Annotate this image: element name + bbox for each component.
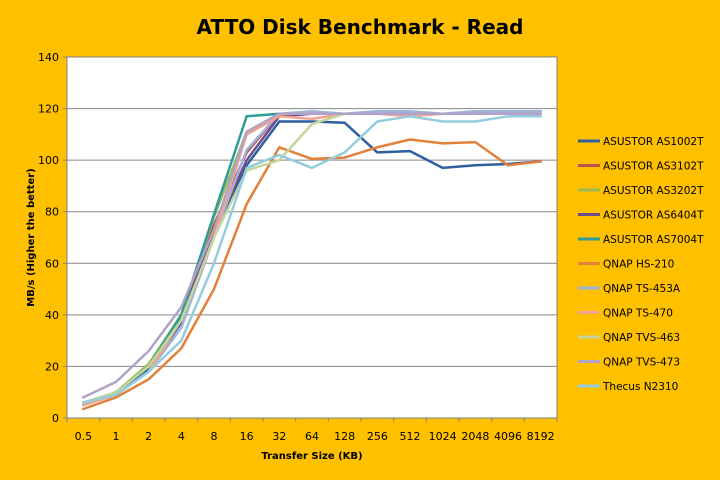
y-axis-title: MB/s (Higher the better) bbox=[26, 168, 37, 306]
x-tick-label: 4 bbox=[178, 430, 185, 443]
x-tick-label: 512 bbox=[400, 430, 421, 443]
x-tick-label: 0.5 bbox=[75, 430, 93, 443]
x-tick-label: 4096 bbox=[494, 430, 522, 443]
series-line bbox=[82, 115, 542, 404]
legend-label: QNAP HS-210 bbox=[603, 259, 674, 271]
legend-label: Thecus N2310 bbox=[602, 381, 678, 393]
series-line bbox=[82, 109, 542, 407]
x-tick-label: 32 bbox=[272, 430, 286, 443]
legend-label: ASUSTOR AS3102T bbox=[603, 161, 704, 173]
y-tick-label: 0 bbox=[52, 412, 59, 425]
legend-label: ASUSTOR AS6404T bbox=[603, 210, 704, 222]
series-lines bbox=[82, 109, 542, 411]
x-tick-label: 256 bbox=[367, 430, 388, 443]
y-tick-label: 140 bbox=[38, 51, 59, 64]
legend-label: ASUSTOR AS3202T bbox=[603, 185, 704, 197]
legend-label: QNAP TS-470 bbox=[603, 308, 673, 320]
chart-title: ATTO Disk Benchmark - Read bbox=[197, 15, 524, 39]
plot-area bbox=[66, 56, 558, 419]
legend-label: QNAP TVS-463 bbox=[603, 332, 680, 344]
x-axis-ticks: 0.5 1 2 4 8 16 32 64 128 256 512 1024 2048 4096 8192 bbox=[66, 418, 558, 443]
legend-label: QNAP TVS-473 bbox=[603, 357, 680, 369]
x-tick-label: 1024 bbox=[429, 430, 457, 443]
y-tick-label: 60 bbox=[45, 257, 59, 270]
x-axis-title: Transfer Size (KB) bbox=[261, 451, 362, 462]
x-tick-label: 2048 bbox=[461, 430, 489, 443]
x-tick-label: 1 bbox=[113, 430, 120, 443]
y-tick-label: 120 bbox=[38, 103, 59, 116]
x-tick-label: 128 bbox=[334, 430, 355, 443]
series-line bbox=[82, 138, 542, 411]
legend-label: ASUSTOR AS7004T bbox=[603, 234, 704, 246]
x-tick-label: 64 bbox=[305, 430, 319, 443]
legend-label: QNAP TS-453A bbox=[603, 283, 681, 295]
y-tick-label: 80 bbox=[45, 206, 59, 219]
x-tick-label: 16 bbox=[240, 430, 254, 443]
legend: ASUSTOR AS1002T ASUSTOR AS3102T ASUSTOR AS… bbox=[578, 136, 704, 393]
legend-label: ASUSTOR AS1002T bbox=[603, 136, 704, 148]
y-tick-label: 20 bbox=[45, 360, 59, 373]
x-tick-label: 2 bbox=[145, 430, 152, 443]
series-line bbox=[82, 112, 542, 399]
x-tick-label: 8192 bbox=[527, 430, 555, 443]
y-axis-ticks: 0 20 40 60 80 100 120 140 bbox=[38, 51, 67, 425]
y-tick-label: 40 bbox=[45, 309, 59, 322]
x-tick-label: 8 bbox=[211, 430, 218, 443]
y-tick-label: 100 bbox=[38, 154, 59, 167]
